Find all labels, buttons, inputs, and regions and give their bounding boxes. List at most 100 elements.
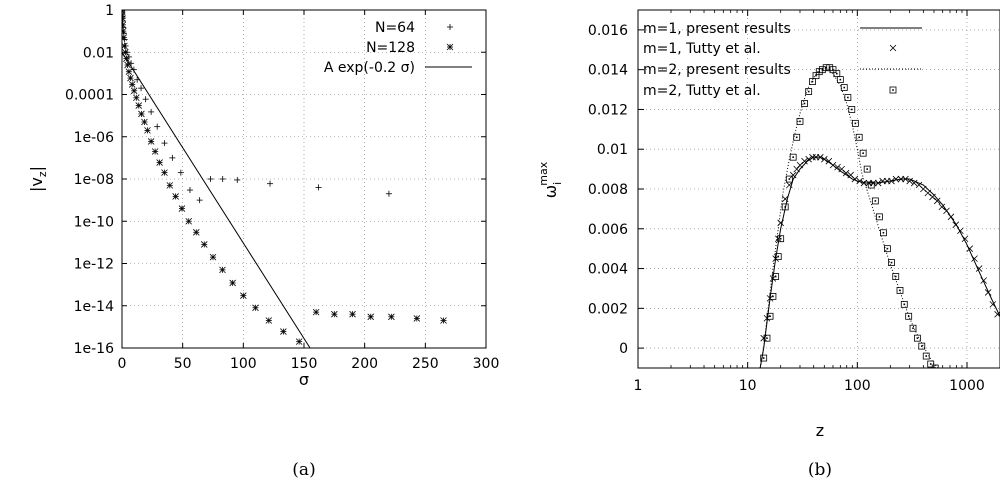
x-tick-label: 0: [118, 356, 127, 372]
data-point-m1-tutty: [971, 255, 978, 262]
y-tick-label: 1e-12: [74, 257, 114, 273]
data-point-m2-tutty: [918, 342, 926, 350]
data-point-m2-tutty: [772, 273, 780, 280]
data-point-n128: [209, 253, 217, 261]
data-point-n128: [252, 304, 259, 312]
data-point-n128: [312, 308, 320, 316]
data-point-m1-tutty: [801, 157, 808, 165]
y-tick-label: 0.0001: [65, 88, 114, 104]
caption-a: (a): [292, 460, 315, 480]
y-tick-label: 1e-14: [74, 299, 114, 315]
data-point-m1-tutty: [906, 177, 913, 185]
x-axis-label-b: z: [816, 421, 824, 440]
data-point-m2-tutty: [922, 352, 930, 360]
x-tick-label: 1: [634, 378, 643, 394]
y-tick-label: 1: [105, 3, 114, 19]
data-point-m2-tutty: [848, 106, 856, 113]
y-tick-label: 0.01: [83, 45, 114, 61]
data-point-m2-tutty: [801, 100, 808, 107]
data-point-n128: [138, 110, 145, 118]
legend-label: m=2, Tutty et al.: [643, 83, 761, 99]
grid-a: [122, 10, 486, 348]
data-point-m1-tutty: [957, 227, 964, 235]
data-point-m1-tutty: [842, 169, 850, 177]
y-tick-label: 0.008: [588, 182, 628, 198]
data-point-n64: [196, 197, 203, 204]
data-point-m2-tutty: [927, 360, 935, 368]
data-point-n128: [133, 94, 140, 102]
data-point-m2-tutty: [851, 119, 859, 127]
data-point-n128: [219, 266, 226, 274]
data-point-m1-tutty: [829, 161, 837, 169]
data-point-m1-tutty: [933, 197, 941, 205]
data-point-m1-tutty: [929, 193, 936, 201]
data-point-n128: [172, 193, 179, 200]
data-point-n128: [122, 34, 128, 41]
data-point-n128: [295, 338, 303, 345]
legend-b: m=1, present results m=1, Tutty et al. m=2…: [643, 21, 922, 99]
y-tick-label: 1e-08: [74, 172, 114, 188]
data-point-n64: [177, 169, 184, 176]
data-point-m1-tutty: [834, 163, 841, 171]
data-point-m2-tutty: [829, 66, 837, 74]
x-tick-label: 100: [844, 378, 871, 394]
series-b: [759, 64, 1000, 368]
data-point-m1-tutty: [943, 207, 950, 215]
series-line-fit: [122, 51, 311, 348]
data-point-m2-tutty: [833, 70, 841, 78]
y-tick-label: 0: [619, 341, 628, 357]
legend-swatch: [446, 43, 454, 51]
legend-label: A exp(-0.2 σ): [324, 60, 415, 76]
data-point-m2-tutty: [905, 312, 913, 320]
x-tick-label: 10: [739, 378, 757, 394]
data-point-n128: [388, 313, 395, 321]
data-point-m1-tutty: [856, 177, 863, 185]
data-point-n64: [267, 180, 274, 187]
data-point-m1-tutty: [961, 235, 969, 243]
data-point-n64: [148, 108, 155, 115]
data-point-n128: [125, 68, 133, 75]
data-point-n128: [349, 310, 356, 318]
y-axis-label-b: ωimax: [537, 161, 564, 198]
data-point-n128: [192, 229, 200, 236]
data-point-m2-tutty: [793, 133, 801, 141]
x-tick-label: 100: [230, 356, 257, 372]
data-point-m2-tutty: [809, 78, 816, 85]
data-point-n128: [122, 27, 127, 35]
data-point-m1-tutty: [980, 277, 987, 284]
data-point-n64: [161, 140, 168, 147]
data-point-n128: [161, 169, 168, 176]
data-point-n64: [154, 123, 161, 130]
y-axis-label-a: |vz|: [27, 166, 49, 192]
data-point-m2-tutty: [855, 133, 863, 141]
series-a: [122, 10, 447, 348]
data-point-m2-tutty: [871, 197, 879, 205]
data-point-m2-tutty: [863, 165, 871, 173]
data-point-m2-tutty: [769, 292, 777, 300]
data-point-n128: [130, 87, 138, 95]
data-point-m1-tutty: [975, 265, 983, 272]
data-point-m1-tutty: [774, 235, 782, 243]
data-point-m1-tutty: [817, 153, 824, 161]
x-tick-label: 1000: [949, 378, 985, 394]
legend-label: m=2, present results: [643, 62, 791, 78]
data-point-m1-tutty: [786, 181, 793, 189]
legend-label: m=1, Tutty et al.: [643, 41, 761, 57]
ticks-a: 0 50 100 150 200 250 300 1 0.01 0.0001 1e-06 1e-08 1…: [65, 3, 499, 372]
data-point-m2-tutty: [805, 88, 813, 95]
legend-label: m=1, present results: [643, 21, 791, 37]
panel-a: 0 50 100 150 200 250 300 1 0.01 0.0001 1e-06 1e-08 1…: [27, 3, 499, 480]
data-point-m2-tutty: [909, 324, 917, 332]
data-point-m1-tutty: [947, 213, 955, 221]
x-axis-label-a: σ: [299, 370, 309, 389]
data-point-m1-tutty: [793, 165, 800, 173]
data-point-m1-tutty: [938, 203, 946, 211]
data-point-n64: [385, 190, 392, 197]
x-tick-label: 150: [291, 356, 318, 372]
data-point-m2-tutty: [931, 364, 939, 368]
data-point-n64: [142, 96, 149, 103]
y-tick-label: 0.012: [588, 102, 628, 118]
data-point-m1-tutty: [902, 175, 909, 183]
data-point-m2-tutty: [900, 300, 908, 308]
